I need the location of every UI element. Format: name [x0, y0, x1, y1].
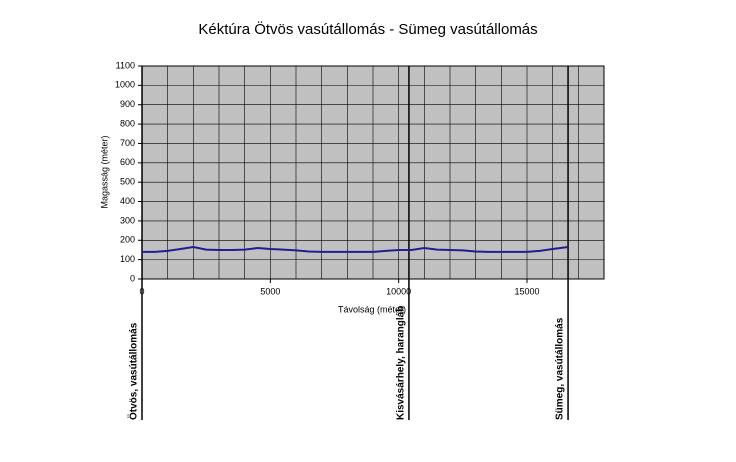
elevation-line: [142, 246, 569, 253]
y-tick-label: 200: [120, 235, 135, 245]
x-tick-label: 15000: [514, 286, 539, 296]
y-tick-label: 1000: [115, 80, 135, 90]
y-tick-label: 500: [120, 177, 135, 187]
y-tick-label: 300: [120, 215, 135, 225]
chart-title: Kéktúra Ötvös vasútállomás - Sümeg vasút…: [198, 20, 537, 38]
y-tick-label: 100: [120, 254, 135, 264]
y-tick-label: 0: [130, 273, 135, 283]
y-tick-label: 600: [120, 157, 135, 167]
x-axis-title: Távolság (méter): [338, 304, 406, 314]
y-tick-label: 700: [120, 138, 135, 148]
y-tick-label: 900: [120, 99, 135, 109]
x-tick-label: 10000: [386, 286, 411, 296]
marker-label: Ötvös, vasútállomás: [127, 322, 140, 420]
x-tick-label: 5000: [260, 286, 280, 296]
marker-label: Kisvásárhely, harangláb: [396, 306, 407, 420]
y-tick-label: 800: [120, 118, 135, 128]
y-tick-label: 1100: [116, 60, 135, 70]
y-axis-title: Magasság (méter): [99, 135, 109, 208]
marker-label: Sümeg, vasútállomás: [555, 317, 566, 420]
y-tick-label: 400: [120, 196, 135, 206]
